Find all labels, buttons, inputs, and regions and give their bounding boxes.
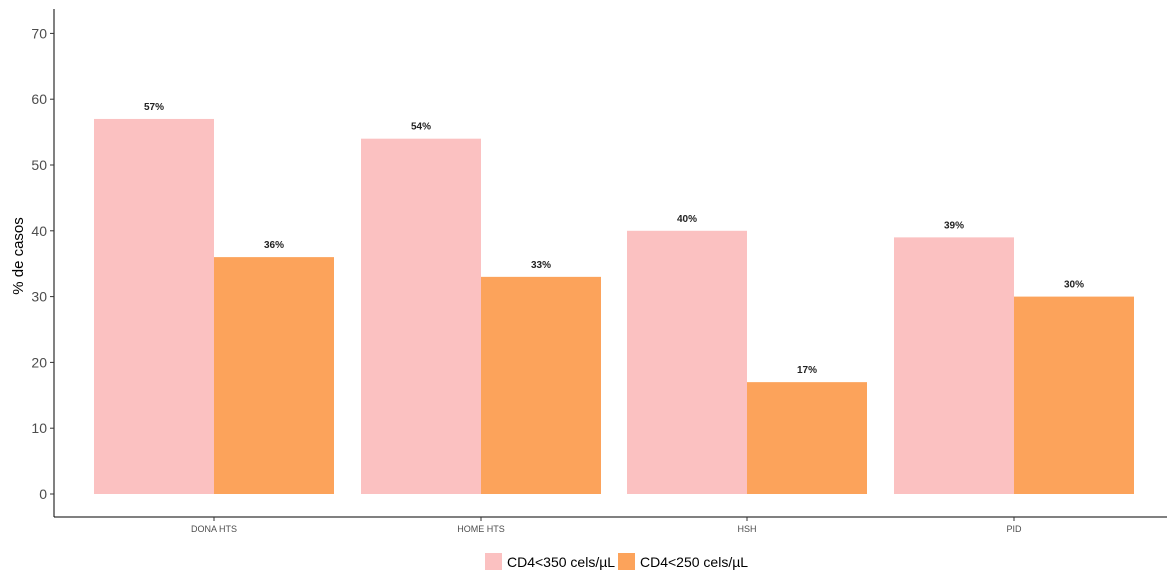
y-tick-label: 0 (39, 486, 47, 502)
bar-data-label: 17% (797, 365, 817, 376)
bar-data-label: 57% (144, 102, 164, 113)
bar (747, 382, 867, 494)
x-tick-label: DONA HTS (191, 524, 237, 534)
y-axis-title: % de casos (10, 217, 27, 295)
y-tick-label: 30 (31, 289, 47, 305)
bar-data-label: 36% (264, 240, 284, 251)
y-tick-label: 60 (31, 91, 47, 107)
x-tick-label: HOME HTS (457, 524, 505, 534)
data-labels: 57% 36% 54% 33% 40% 17% 39% 30% (144, 102, 1084, 376)
legend-swatch (618, 553, 635, 570)
bar (214, 257, 334, 494)
bar (481, 276, 601, 494)
bar-data-label: 30% (1064, 280, 1084, 291)
y-tick-label: 20 (31, 354, 47, 370)
bar-data-label: 54% (411, 122, 431, 133)
x-tick-label: HSH (737, 524, 756, 534)
bar (361, 138, 481, 494)
y-tick-label: 40 (31, 223, 47, 239)
bar-data-label: 39% (944, 220, 964, 231)
bar-data-label: 33% (531, 260, 551, 271)
bar (1014, 296, 1134, 494)
x-tick-label: PID (1006, 524, 1022, 534)
axes: 0 10 20 30 40 50 60 70 DONA HTS HOME HTS HSH PID (31, 9, 1167, 534)
y-tick-label: 50 (31, 157, 47, 173)
y-tick-label: 70 (31, 25, 47, 41)
bars (94, 118, 1134, 495)
legend: CD4<350 cels/µL CD4<250 cels/µL (485, 553, 748, 570)
bar (627, 230, 747, 495)
legend-label: CD4<350 cels/µL (507, 554, 615, 570)
bar-data-label: 40% (677, 214, 697, 225)
legend-swatch (485, 553, 502, 570)
legend-label: CD4<250 cels/µL (640, 554, 748, 570)
y-tick-label: 10 (31, 420, 47, 436)
bar (94, 118, 214, 494)
bar (894, 237, 1014, 494)
